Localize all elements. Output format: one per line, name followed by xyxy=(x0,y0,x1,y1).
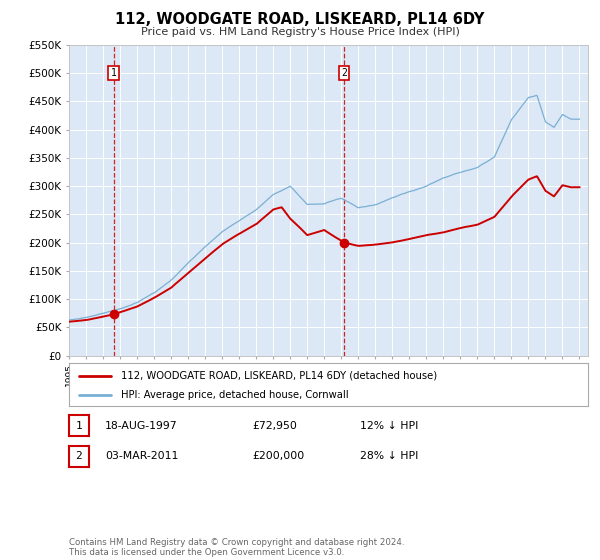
Text: £72,950: £72,950 xyxy=(252,421,297,431)
Text: Price paid vs. HM Land Registry's House Price Index (HPI): Price paid vs. HM Land Registry's House … xyxy=(140,27,460,37)
Text: 112, WOODGATE ROAD, LISKEARD, PL14 6DY: 112, WOODGATE ROAD, LISKEARD, PL14 6DY xyxy=(115,12,485,27)
Text: 2: 2 xyxy=(76,451,82,461)
Text: Contains HM Land Registry data © Crown copyright and database right 2024.
This d: Contains HM Land Registry data © Crown c… xyxy=(69,538,404,557)
Text: 1: 1 xyxy=(76,421,82,431)
Text: 18-AUG-1997: 18-AUG-1997 xyxy=(105,421,178,431)
Text: HPI: Average price, detached house, Cornwall: HPI: Average price, detached house, Corn… xyxy=(121,390,349,400)
Text: 1: 1 xyxy=(111,68,116,78)
Text: 12% ↓ HPI: 12% ↓ HPI xyxy=(360,421,418,431)
Text: 112, WOODGATE ROAD, LISKEARD, PL14 6DY (detached house): 112, WOODGATE ROAD, LISKEARD, PL14 6DY (… xyxy=(121,371,437,381)
Text: 2: 2 xyxy=(341,68,347,78)
Text: £200,000: £200,000 xyxy=(252,451,304,461)
Text: 03-MAR-2011: 03-MAR-2011 xyxy=(105,451,178,461)
Text: 28% ↓ HPI: 28% ↓ HPI xyxy=(360,451,418,461)
